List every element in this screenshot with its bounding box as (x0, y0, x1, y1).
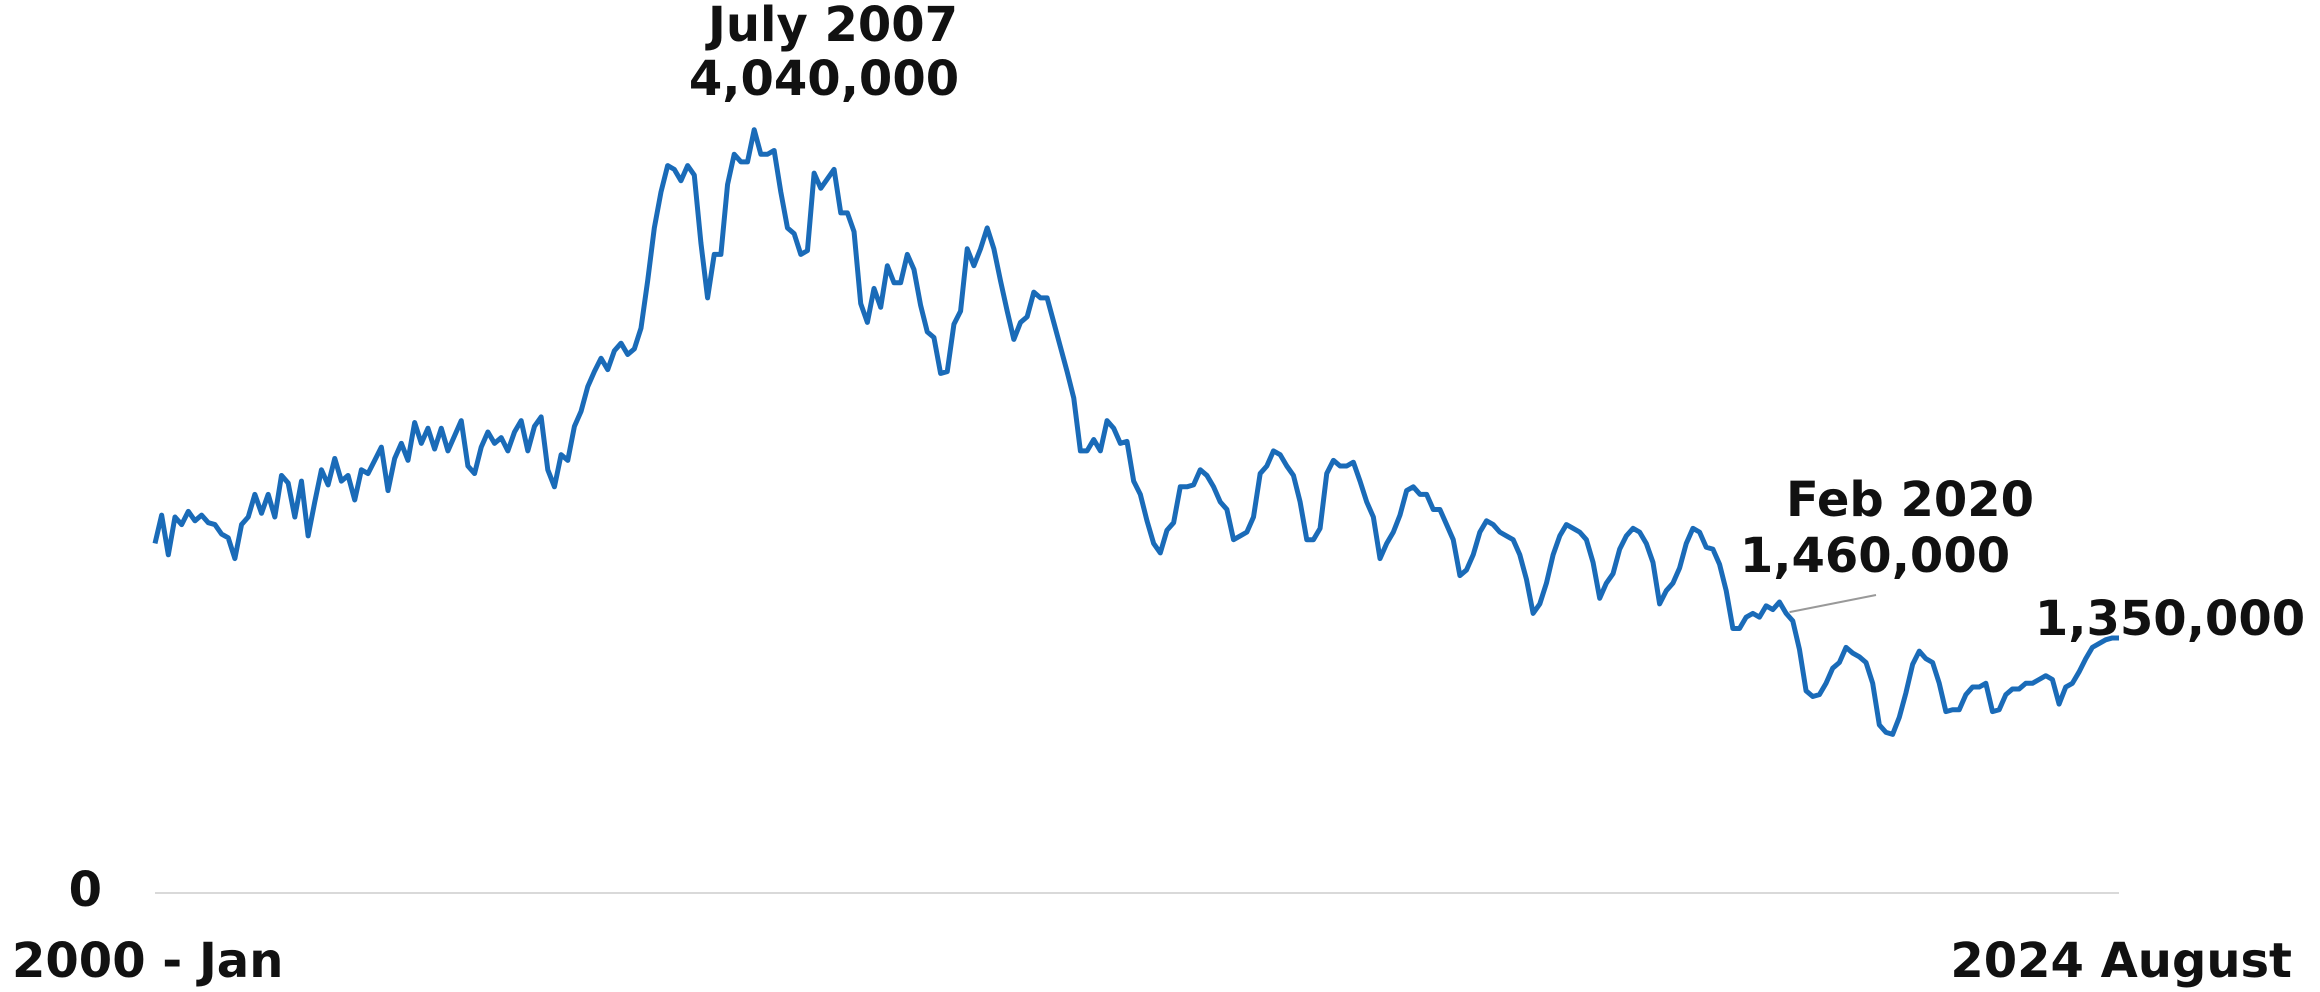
annotation-title: Feb 2020 (1786, 472, 2034, 528)
y-tick-label: 0 (69, 862, 102, 918)
annotation-leader (1789, 594, 1877, 614)
x-tick-label: 2024 August (1950, 933, 2292, 989)
annotation-value: 1,350,000 (2035, 591, 2305, 647)
x-tick-label: 2000 - Jan (12, 933, 283, 989)
annotation-value: 1,460,000 (1740, 528, 2010, 584)
annotation-title: July 2007 (705, 0, 958, 53)
data-line (152, 127, 2119, 737)
annotation-value: 4,040,000 (689, 51, 959, 107)
